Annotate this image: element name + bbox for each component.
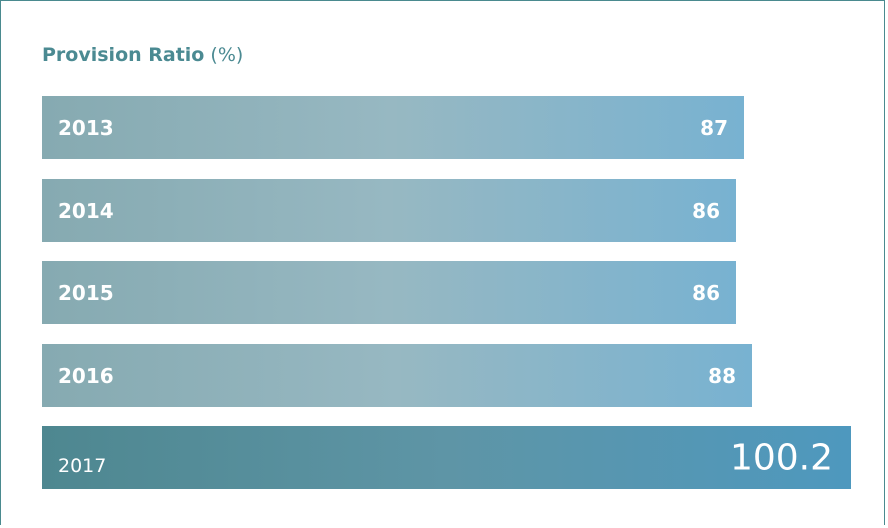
- bar-value-label: 100.2: [729, 437, 833, 478]
- chart-title: Provision Ratio (%): [42, 44, 243, 66]
- bar-value-label: 88: [708, 363, 736, 388]
- bar-value-label: 86: [692, 198, 720, 223]
- chart-title-text: Provision Ratio: [42, 44, 205, 66]
- bar-category-label: 2014: [58, 198, 114, 223]
- bar-category-label: 2016: [58, 363, 114, 388]
- bar-value-label: 87: [700, 115, 728, 140]
- bar-category-label: 2015: [58, 280, 114, 305]
- bar-2016: 2016 88: [42, 344, 752, 407]
- bar-2017: 2017 100.2: [42, 426, 851, 489]
- bar-category-label: 2017: [58, 454, 107, 477]
- bar-value-label: 86: [692, 280, 720, 305]
- chart-title-unit: (%): [210, 44, 244, 66]
- bar-2014: 2014 86: [42, 179, 736, 242]
- bar-category-label: 2013: [58, 115, 114, 140]
- bar-2013: 2013 87: [42, 96, 744, 159]
- bar-2015: 2015 86: [42, 261, 736, 324]
